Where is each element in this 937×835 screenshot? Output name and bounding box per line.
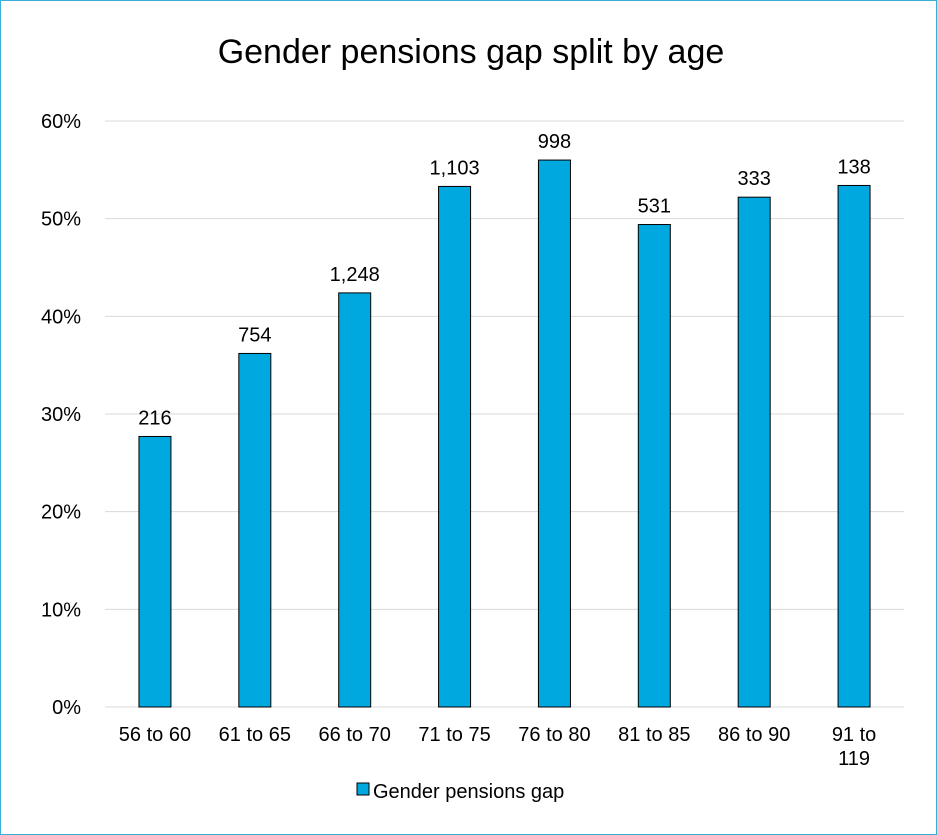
x-tick-label: 71 to 75 [418, 724, 490, 746]
data-label: 1,103 [430, 157, 480, 179]
data-label: 998 [538, 131, 571, 153]
y-tick-label: 20% [41, 502, 81, 524]
bar [138, 435, 172, 708]
data-label: 216 [138, 407, 171, 429]
bar [338, 292, 372, 708]
y-tick-label: 30% [41, 404, 81, 426]
bar [637, 224, 671, 708]
chart-title: Gender pensions gap split by age [218, 33, 725, 71]
data-labels: 216 754 1,248 1,103 998 531 333 138 [138, 131, 871, 429]
y-tick-label: 0% [52, 697, 81, 719]
bar [238, 352, 272, 708]
x-tick-label: 66 to 70 [319, 724, 391, 746]
x-tick-label: 81 to 85 [618, 724, 690, 746]
x-axis-ticks: 56 to 60 61 to 65 66 to 70 71 to 75 76 to 80… [119, 724, 877, 770]
bar [837, 184, 871, 708]
x-tick-label: 91 to 119 [832, 724, 876, 770]
y-tick-label: 50% [41, 209, 81, 231]
data-label: 754 [238, 324, 271, 346]
legend-swatch [356, 782, 370, 796]
bars [138, 159, 871, 708]
legend-label: Gender pensions gap [373, 781, 564, 803]
data-label: 531 [638, 196, 671, 218]
legend: Gender pensions gap [356, 781, 564, 803]
y-axis-ticks: 0% 10% 20% 30% 40% 50% 60% [41, 111, 81, 719]
bar [438, 185, 472, 708]
data-label: 333 [738, 168, 771, 190]
data-label: 1,248 [330, 264, 380, 286]
y-tick-label: 60% [41, 111, 81, 133]
bar [737, 196, 771, 708]
bar [537, 159, 571, 708]
x-tick-label: 56 to 60 [119, 724, 191, 746]
x-tick-label: 86 to 90 [718, 724, 790, 746]
x-tick-label: 76 to 80 [518, 724, 590, 746]
gridlines [105, 120, 904, 708]
y-tick-label: 10% [41, 599, 81, 621]
data-label: 138 [837, 156, 870, 178]
y-tick-label: 40% [41, 306, 81, 328]
x-tick-label: 61 to 65 [219, 724, 291, 746]
